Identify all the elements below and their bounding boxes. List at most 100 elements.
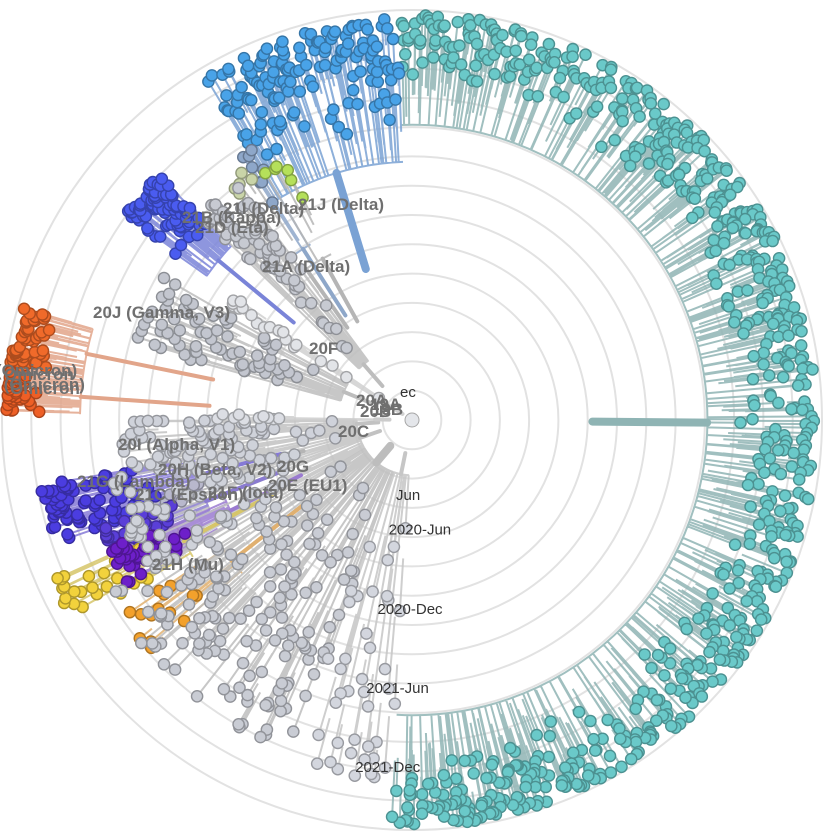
tree-tip[interactable]: [252, 206, 266, 220]
tree-tip[interactable]: [288, 448, 301, 461]
tree-tip[interactable]: [769, 580, 783, 594]
tree-tip[interactable]: [284, 75, 297, 89]
tree-tip[interactable]: [748, 398, 761, 412]
tree-tip[interactable]: [141, 584, 154, 598]
tree-tip[interactable]: [363, 540, 377, 554]
tree-tip[interactable]: [179, 293, 193, 307]
tree-tip[interactable]: [782, 359, 795, 373]
tree-tip[interactable]: [266, 482, 280, 496]
tree-tip[interactable]: [757, 358, 770, 371]
tree-tip[interactable]: [232, 408, 246, 422]
tree-tip[interactable]: [245, 308, 258, 322]
tree-tip[interactable]: [234, 295, 248, 308]
tree-tip[interactable]: [243, 669, 256, 683]
tree-tip[interactable]: [134, 636, 148, 650]
tree-tip[interactable]: [644, 97, 658, 110]
tree-tip[interactable]: [268, 634, 282, 647]
tree-tip[interactable]: [109, 585, 123, 598]
tree-tip[interactable]: [744, 500, 757, 513]
tree-tip[interactable]: [695, 690, 709, 703]
tree-tip[interactable]: [717, 568, 730, 581]
tree-tip[interactable]: [217, 682, 231, 696]
tree-tip[interactable]: [250, 595, 263, 609]
tree-tip[interactable]: [351, 97, 364, 111]
tree-tip[interactable]: [401, 801, 414, 814]
tree-tip[interactable]: [741, 284, 754, 297]
tree-tip[interactable]: [524, 38, 538, 52]
tree-tip[interactable]: [324, 556, 337, 569]
tree-tip[interactable]: [178, 527, 192, 540]
tree-tip[interactable]: [707, 233, 721, 247]
tree-tip[interactable]: [328, 431, 342, 445]
tree-tip[interactable]: [722, 300, 736, 313]
tree-tip[interactable]: [522, 53, 536, 67]
tree-tip[interactable]: [241, 59, 255, 73]
tree-tip[interactable]: [589, 744, 602, 757]
tree-tip[interactable]: [447, 51, 460, 64]
tree-tip[interactable]: [579, 48, 592, 62]
tree-tip[interactable]: [731, 180, 744, 194]
tree-tip[interactable]: [192, 211, 205, 225]
tree-tip[interactable]: [4, 365, 17, 379]
tree-tip[interactable]: [342, 595, 356, 609]
tree-tip[interactable]: [629, 150, 642, 163]
tree-tip[interactable]: [253, 219, 267, 233]
tree-tip[interactable]: [530, 728, 544, 742]
tree-tip[interactable]: [464, 18, 477, 32]
tree-tip[interactable]: [257, 331, 271, 345]
tree-tip[interactable]: [145, 637, 159, 650]
tree-tip[interactable]: [750, 624, 764, 638]
tree-tip[interactable]: [203, 535, 216, 549]
tree-tip[interactable]: [173, 324, 187, 337]
tree-tip[interactable]: [386, 32, 400, 46]
tree-tip[interactable]: [220, 89, 233, 102]
tree-tip[interactable]: [245, 143, 258, 157]
tree-tip[interactable]: [161, 326, 174, 340]
tree-tip[interactable]: [604, 63, 618, 76]
tree-tip[interactable]: [157, 658, 171, 671]
tree-tip[interactable]: [658, 669, 671, 682]
tree-tip[interactable]: [273, 264, 287, 278]
tree-tip[interactable]: [149, 549, 163, 563]
tree-tip[interactable]: [214, 509, 228, 523]
tree-tip[interactable]: [665, 719, 678, 733]
tree-tip[interactable]: [785, 346, 798, 360]
tree-tip[interactable]: [181, 488, 194, 502]
tree-tip[interactable]: [155, 172, 169, 186]
tree-tip[interactable]: [723, 258, 736, 272]
tree-tip[interactable]: [389, 93, 402, 106]
tree-tip[interactable]: [451, 15, 465, 29]
tree-tip[interactable]: [154, 607, 168, 620]
tree-tip[interactable]: [732, 576, 746, 590]
tree-tip[interactable]: [756, 296, 770, 310]
tree-tip[interactable]: [300, 519, 314, 532]
tree-tip[interactable]: [363, 641, 377, 655]
tree-tip[interactable]: [296, 191, 309, 204]
tree-tip[interactable]: [209, 570, 223, 583]
tree-tip[interactable]: [503, 741, 517, 755]
tree-tip[interactable]: [329, 696, 343, 710]
tree-tip[interactable]: [337, 573, 351, 586]
tree-tip[interactable]: [280, 548, 293, 562]
tree-tip[interactable]: [723, 188, 737, 202]
tree-tip[interactable]: [272, 91, 286, 104]
tree-tip[interactable]: [275, 538, 288, 551]
tree-tip[interactable]: [240, 128, 253, 141]
tree-tip[interactable]: [329, 322, 343, 336]
tree-tip[interactable]: [613, 722, 626, 735]
tree-tip[interactable]: [273, 591, 287, 605]
tree-tip[interactable]: [235, 166, 248, 180]
tree-tip[interactable]: [415, 788, 429, 801]
tree-tip[interactable]: [153, 230, 167, 243]
tree-tip[interactable]: [587, 732, 600, 746]
tree-tip[interactable]: [743, 537, 757, 551]
tree-tip[interactable]: [183, 201, 197, 215]
tree-tip[interactable]: [289, 338, 303, 352]
tree-tip[interactable]: [281, 163, 295, 177]
tree-tip[interactable]: [787, 446, 801, 460]
tree-tip[interactable]: [174, 238, 188, 252]
tree-tip[interactable]: [278, 649, 292, 663]
tree-tip[interactable]: [445, 754, 459, 767]
tree-tip[interactable]: [183, 509, 196, 522]
tree-tip[interactable]: [709, 244, 723, 258]
